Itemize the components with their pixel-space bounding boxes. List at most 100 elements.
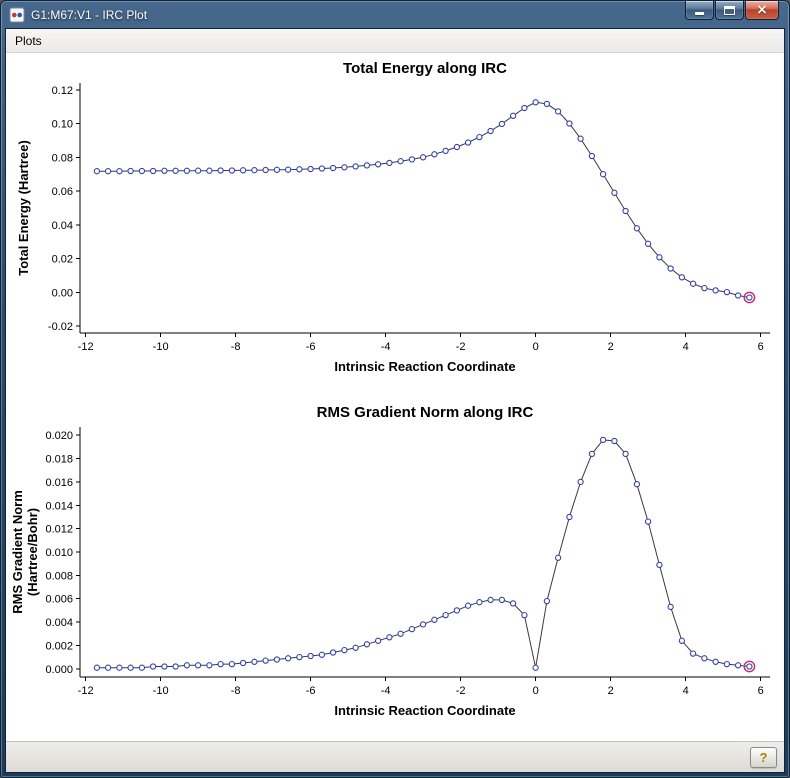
data-point-marker[interactable]: [161, 663, 168, 670]
data-point-marker[interactable]: [116, 168, 123, 175]
data-point-marker[interactable]: [712, 287, 719, 294]
data-point-marker[interactable]: [104, 664, 112, 671]
data-point-marker[interactable]: [161, 167, 168, 174]
data-point-marker[interactable]: [138, 664, 146, 671]
data-point-marker[interactable]: [509, 112, 517, 119]
data-point-marker[interactable]: [149, 167, 157, 175]
data-point-marker[interactable]: [363, 162, 371, 169]
data-point-marker[interactable]: [397, 630, 404, 637]
data-point-marker[interactable]: [194, 167, 202, 174]
data-point-marker[interactable]: [521, 611, 528, 619]
data-point-marker[interactable]: [599, 171, 607, 178]
data-point-marker[interactable]: [239, 659, 247, 667]
maximize-button[interactable]: [715, 1, 744, 20]
data-point-marker[interactable]: [588, 152, 596, 160]
data-point-marker[interactable]: [262, 657, 269, 664]
data-point-marker[interactable]: [363, 641, 371, 648]
data-point-marker[interactable]: [93, 664, 101, 671]
data-point-marker[interactable]: [307, 652, 314, 660]
data-point-marker[interactable]: [352, 163, 359, 170]
data-point-marker[interactable]: [228, 167, 236, 174]
data-point-marker[interactable]: [284, 655, 292, 662]
data-point-marker[interactable]: [678, 274, 686, 281]
data-point-marker[interactable]: [453, 143, 461, 151]
data-point-marker[interactable]: [329, 164, 337, 172]
data-point-marker[interactable]: [307, 165, 314, 173]
data-point-marker[interactable]: [273, 656, 281, 663]
data-point-marker[interactable]: [498, 120, 506, 128]
data-point-marker[interactable]: [667, 265, 674, 272]
data-point-marker[interactable]: [566, 513, 573, 521]
data-point-marker[interactable]: [251, 658, 258, 665]
data-point-marker[interactable]: [611, 189, 618, 196]
data-point-marker[interactable]: [93, 168, 101, 175]
data-point-marker[interactable]: [408, 625, 416, 633]
data-point-marker[interactable]: [172, 663, 179, 670]
data-point-marker[interactable]: [521, 104, 528, 112]
data-point-marker[interactable]: [667, 603, 674, 611]
data-point-marker[interactable]: [194, 662, 202, 669]
data-point-marker[interactable]: [656, 561, 663, 569]
data-point-marker[interactable]: [431, 151, 438, 158]
data-point-marker[interactable]: [329, 649, 337, 656]
data-point-marker[interactable]: [419, 621, 427, 628]
data-point-marker[interactable]: [419, 154, 427, 161]
data-point-marker[interactable]: [104, 168, 112, 175]
data-point-marker[interactable]: [599, 436, 607, 444]
data-point-marker[interactable]: [543, 597, 551, 605]
data-point-marker[interactable]: [554, 554, 562, 561]
data-point-marker[interactable]: [712, 658, 719, 665]
data-point-marker[interactable]: [127, 167, 134, 175]
data-point-marker[interactable]: [318, 165, 326, 172]
data-point-marker[interactable]: [577, 478, 584, 486]
data-point-marker[interactable]: [206, 167, 213, 174]
data-point-marker[interactable]: [734, 292, 742, 299]
data-point-marker[interactable]: [172, 167, 179, 174]
close-button[interactable]: ×: [745, 1, 779, 20]
data-point-marker[interactable]: [509, 600, 517, 607]
data-point-marker[interactable]: [239, 167, 247, 174]
data-point-marker[interactable]: [498, 596, 506, 604]
data-point-marker[interactable]: [701, 284, 708, 292]
data-point-marker[interactable]: [397, 158, 404, 165]
data-point-marker[interactable]: [217, 660, 224, 668]
menu-plots[interactable]: Plots: [15, 33, 42, 48]
data-point-marker[interactable]: [138, 167, 146, 175]
data-point-marker[interactable]: [318, 651, 326, 658]
data-point-marker[interactable]: [487, 596, 494, 604]
data-point-marker[interactable]: [656, 254, 663, 261]
data-point-marker[interactable]: [206, 662, 213, 669]
data-point-marker[interactable]: [577, 135, 584, 142]
help-button[interactable]: ?: [750, 746, 777, 768]
total-energy-chart[interactable]: Total Energy along IRC -12 -10 -8 -6 -4 -2 0 2 4 6…: [6, 53, 785, 397]
data-point-marker[interactable]: [746, 294, 753, 301]
data-point-marker[interactable]: [566, 120, 573, 127]
minimize-button[interactable]: [685, 1, 714, 20]
data-point-marker[interactable]: [588, 450, 596, 458]
titlebar[interactable]: G1:M67:V1 - IRC Plot ×: [5, 1, 785, 28]
data-point-marker[interactable]: [149, 663, 157, 670]
data-point-marker[interactable]: [251, 167, 258, 174]
data-point-marker[interactable]: [644, 518, 652, 525]
data-point-marker[interactable]: [374, 637, 382, 644]
data-point-marker[interactable]: [644, 240, 652, 247]
data-point-marker[interactable]: [217, 167, 224, 174]
data-point-marker[interactable]: [262, 166, 269, 174]
data-point-marker[interactable]: [296, 653, 303, 661]
data-point-marker[interactable]: [386, 634, 393, 641]
data-point-marker[interactable]: [476, 133, 483, 141]
data-point-marker[interactable]: [453, 607, 461, 614]
data-point-marker[interactable]: [701, 655, 708, 662]
data-point-marker[interactable]: [611, 437, 618, 445]
data-point-marker[interactable]: [127, 664, 134, 671]
data-point-marker[interactable]: [464, 139, 472, 146]
data-point-marker[interactable]: [408, 156, 416, 163]
data-point-marker[interactable]: [431, 616, 438, 623]
data-point-marker[interactable]: [464, 602, 472, 609]
data-point-marker[interactable]: [633, 481, 641, 488]
data-point-marker[interactable]: [183, 662, 191, 669]
data-point-marker[interactable]: [341, 164, 348, 171]
data-point-marker[interactable]: [554, 108, 562, 115]
data-point-marker[interactable]: [689, 650, 697, 657]
data-point-marker[interactable]: [633, 225, 641, 232]
